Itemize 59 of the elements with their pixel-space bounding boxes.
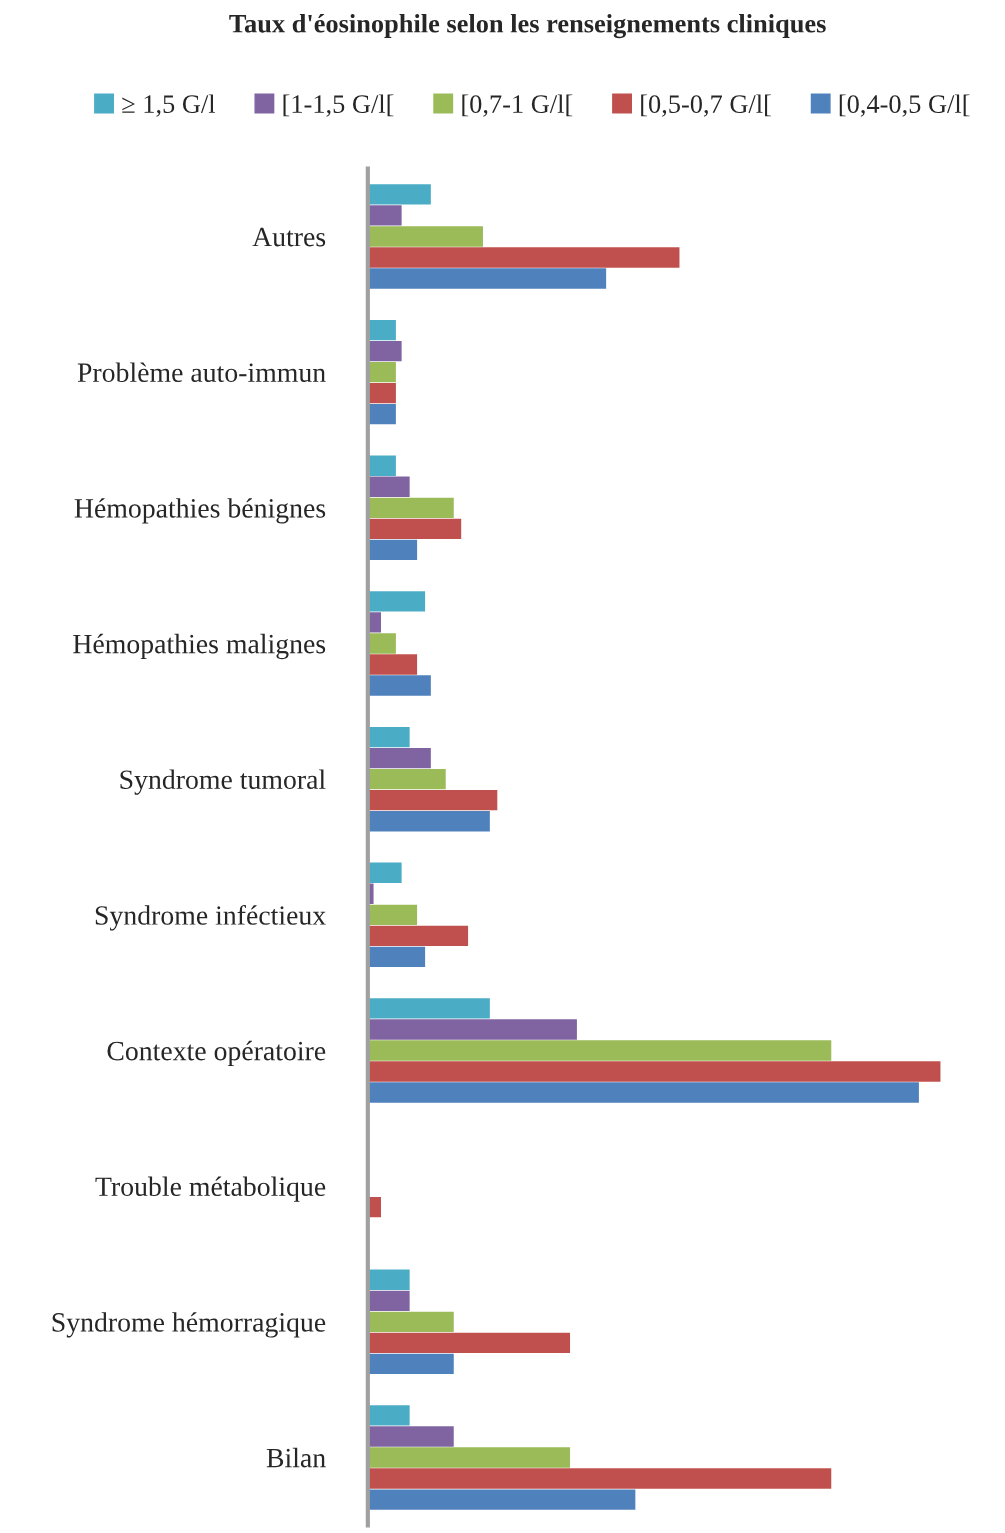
bar (367, 268, 607, 289)
bar (367, 904, 418, 925)
y-tick-label: Bilan (266, 1447, 326, 1468)
bar (367, 946, 426, 968)
bar (367, 1468, 832, 1489)
bar (367, 1426, 454, 1447)
bar (367, 925, 469, 947)
bar (367, 811, 490, 832)
legend-label: ≥ 1,5 G/l (122, 94, 216, 117)
y-tick-label: Syndrome hémorragique (52, 1312, 326, 1338)
bar (367, 319, 396, 341)
bar (367, 1311, 454, 1332)
bar (367, 675, 431, 696)
y-tick-label: Autres (252, 227, 326, 247)
bar (367, 497, 454, 518)
legend-label: [0,7-1 G/l[ (462, 94, 573, 117)
y-tick-label: Contexte opératoire (107, 1040, 326, 1067)
bar (367, 205, 402, 226)
bar (367, 1489, 636, 1510)
bar (367, 340, 402, 362)
bar (367, 1019, 577, 1040)
bar (367, 539, 418, 561)
bar (367, 1332, 571, 1354)
bar (367, 518, 462, 540)
bar (367, 790, 498, 811)
legend-label: [0,4-0,5 G/l[ (839, 94, 970, 117)
bar (367, 591, 426, 612)
bar (367, 747, 431, 769)
y-tick-label: Hémopathies bénignes (74, 498, 326, 524)
bar (367, 361, 396, 383)
bar (367, 1290, 410, 1311)
y-tick-label: Problème auto-immun (77, 362, 326, 383)
y-tick-label: Syndrome tumoral (120, 769, 326, 795)
bar (367, 768, 446, 790)
bar (367, 1353, 454, 1375)
bar (367, 1040, 832, 1061)
y-tick-label: Trouble métabolique (95, 1176, 326, 1202)
bar (367, 455, 396, 476)
bar (367, 654, 418, 675)
legend-label: [1-1,5 G/l[ (283, 94, 394, 117)
bar (367, 404, 396, 425)
legend-label: [0,5-0,7 G/l[ (641, 94, 771, 117)
bar (367, 1061, 941, 1082)
bar (367, 1269, 410, 1290)
bar (367, 1405, 410, 1426)
bar (367, 862, 402, 883)
bar (367, 998, 490, 1019)
bar (367, 476, 410, 497)
chart-title: Taux d'éosinophile selon les renseignements cliniques (229, 13, 826, 39)
bar (367, 226, 483, 247)
bar (367, 247, 680, 268)
bar (367, 184, 431, 205)
bar (367, 1082, 919, 1103)
bar (367, 1447, 571, 1468)
y-tick-label: Hémopathies malignes (73, 633, 326, 660)
bar (367, 382, 396, 404)
bar (367, 726, 410, 748)
y-tick-label: Syndrome inféctieux (95, 905, 326, 931)
bar (367, 633, 396, 654)
